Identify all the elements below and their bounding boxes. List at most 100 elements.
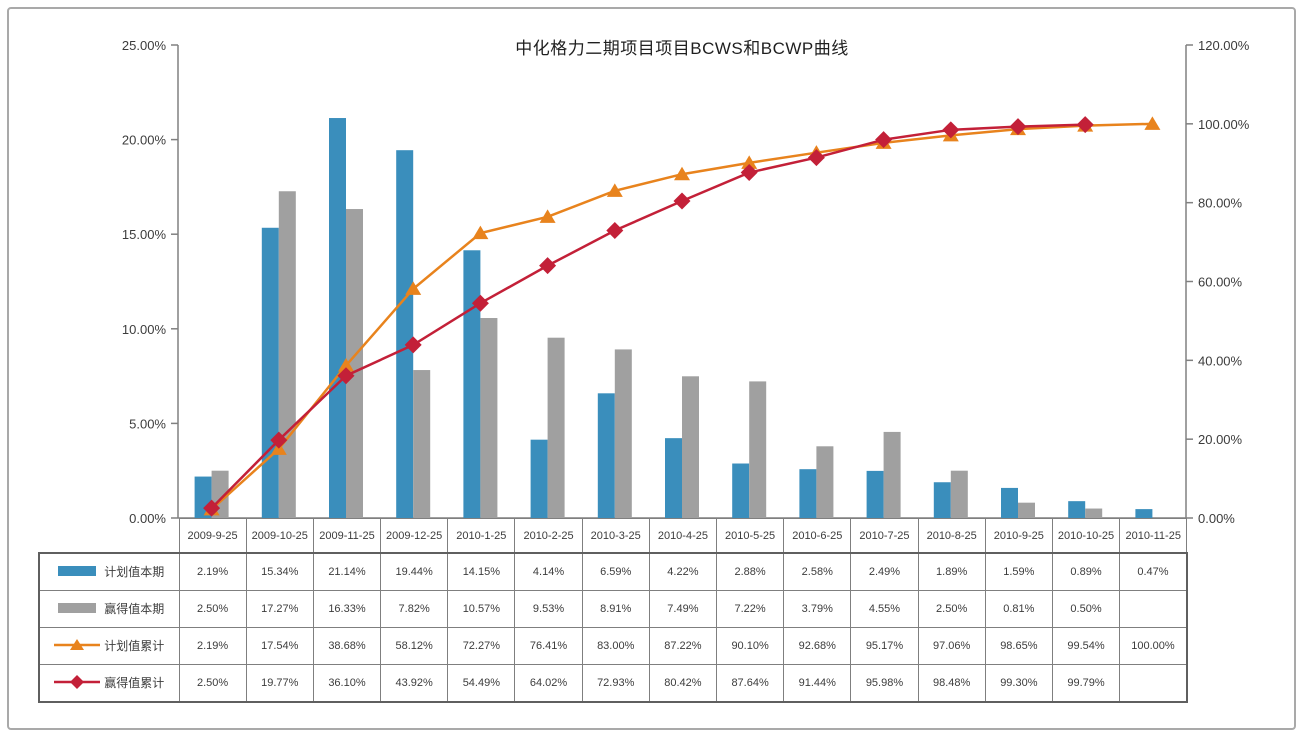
value-cell-planned-cumulative: 99.54% bbox=[1051, 627, 1121, 665]
bar-planned-current bbox=[261, 227, 279, 518]
triangle-marker bbox=[338, 358, 354, 372]
value-cell-earned-current: 7.22% bbox=[715, 590, 785, 628]
value-cell-earned-cumulative: 91.44% bbox=[783, 664, 852, 703]
value-cell-planned-current: 21.14% bbox=[312, 552, 382, 591]
value-cell-planned-current: 2.19% bbox=[178, 552, 247, 591]
bar-series-earned-current bbox=[211, 191, 1103, 519]
value-cell-earned-current: 3.79% bbox=[783, 590, 852, 628]
bar-earned-current bbox=[950, 470, 968, 518]
triangle-marker bbox=[741, 155, 758, 169]
bar-earned-current bbox=[1085, 508, 1103, 518]
category-date-label: 2010-5-25 bbox=[715, 518, 785, 554]
right-axis-tick-label: 20.00% bbox=[1198, 432, 1243, 447]
value-cell-planned-cumulative: 72.27% bbox=[447, 627, 516, 665]
diamond-marker bbox=[673, 192, 691, 210]
category-date-label: 2010-10-25 bbox=[1051, 518, 1121, 554]
value-cell-planned-cumulative: 98.65% bbox=[984, 627, 1053, 665]
legend-label-planned-current: 计划值本期 bbox=[104, 564, 165, 579]
legend-label-earned-cumulative: 赢得值累计 bbox=[104, 675, 165, 690]
value-cell-earned-cumulative: 87.64% bbox=[715, 664, 785, 703]
value-cell-planned-cumulative: 17.54% bbox=[245, 627, 314, 665]
diamond-marker bbox=[539, 257, 557, 275]
value-cell-planned-cumulative: 87.22% bbox=[648, 627, 718, 665]
table-row-planned-current: 计划值本期 2.19% 15.34% 21.14% 19.44% 14.15% 4.14% 6… bbox=[38, 552, 1188, 591]
bar-planned-current bbox=[530, 439, 548, 518]
bar-planned-current bbox=[732, 463, 750, 518]
value-cell-planned-current: 2.58% bbox=[783, 552, 852, 591]
value-cell-earned-cumulative: 99.30% bbox=[984, 664, 1053, 703]
left-axis-tick-label: 20.00% bbox=[122, 133, 167, 148]
value-cell-earned-cumulative: 19.77% bbox=[245, 664, 314, 703]
bar-earned-current bbox=[682, 376, 699, 518]
category-date-label: 2010-6-25 bbox=[783, 518, 852, 554]
value-cell-planned-cumulative: 90.10% bbox=[715, 627, 785, 665]
left-axis-tick-label: 15.00% bbox=[122, 227, 167, 242]
value-cell-earned-cumulative: 43.92% bbox=[380, 664, 449, 703]
legend-cell-earned-current: 赢得值本期 bbox=[38, 590, 180, 628]
value-cell-planned-cumulative: 97.06% bbox=[917, 627, 986, 665]
value-cell-earned-cumulative: 99.79% bbox=[1051, 664, 1121, 703]
value-cell-planned-cumulative: 83.00% bbox=[581, 627, 650, 665]
diamond-marker bbox=[270, 431, 288, 449]
value-cell-earned-current bbox=[1119, 590, 1188, 628]
diamond-marker bbox=[807, 149, 825, 167]
legend-swatch-planned-cumulative-icon bbox=[54, 639, 101, 651]
category-date-label: 2009-10-25 bbox=[245, 518, 314, 554]
legend-swatch-planned-current-icon bbox=[58, 566, 97, 577]
value-cell-earned-current: 4.55% bbox=[850, 590, 919, 628]
diamond-marker bbox=[740, 164, 758, 182]
diamond-marker bbox=[471, 294, 489, 312]
value-cell-earned-cumulative: 2.50% bbox=[178, 664, 247, 703]
legend-cell-planned-current: 计划值本期 bbox=[38, 552, 180, 591]
triangle-marker bbox=[539, 209, 556, 223]
bar-earned-current bbox=[413, 370, 431, 518]
bar-planned-current bbox=[866, 470, 884, 518]
value-cell-earned-cumulative: 95.98% bbox=[850, 664, 919, 703]
category-date-label: 2010-3-25 bbox=[581, 518, 650, 554]
value-cell-earned-current: 0.50% bbox=[1051, 590, 1121, 628]
value-cell-planned-cumulative: 58.12% bbox=[380, 627, 449, 665]
triangle-marker bbox=[472, 225, 489, 240]
value-cell-planned-current: 0.89% bbox=[1051, 552, 1121, 591]
chart-title: 中化格力二期项目项目BCWS和BCWP曲线 bbox=[515, 39, 849, 58]
value-cell-earned-cumulative: 54.49% bbox=[447, 664, 516, 703]
bar-earned-current bbox=[346, 209, 363, 518]
legend-swatch-earned-current-icon bbox=[58, 603, 97, 614]
bar-earned-current bbox=[614, 349, 632, 518]
bar-earned-current bbox=[816, 446, 834, 518]
table-row-earned-cumulative: 赢得值累计 2.50% 19.77% 36.10% 43.92% 54.49% 64.02%… bbox=[38, 664, 1188, 703]
bar-planned-current bbox=[1135, 509, 1153, 518]
table-corner-blank bbox=[39, 519, 179, 554]
value-cell-planned-current: 1.59% bbox=[984, 552, 1053, 591]
left-axis-tick-label: 10.00% bbox=[122, 322, 167, 337]
category-date-label: 2010-7-25 bbox=[850, 518, 919, 554]
bar-earned-current bbox=[1018, 502, 1035, 518]
value-cell-planned-cumulative: 76.41% bbox=[514, 627, 583, 665]
value-cell-planned-current: 2.49% bbox=[850, 552, 919, 591]
table-header-row: 2009-9-25 2009-10-25 2009-11-25 2009-12-25 2… bbox=[39, 518, 1188, 554]
table-row-planned-cumulative: 计划值累计 2.19% 17.54% 38.68% 58.12% 72.27% 76.41%… bbox=[38, 627, 1188, 665]
legend-swatch-earned-cumulative-icon bbox=[54, 675, 101, 690]
line-path-earned-cumulative bbox=[210, 123, 1086, 510]
value-cell-planned-current: 1.89% bbox=[917, 552, 986, 591]
bar-earned-current bbox=[547, 337, 565, 518]
category-date-label: 2010-4-25 bbox=[648, 518, 718, 554]
legend-cell-earned-cumulative: 赢得值累计 bbox=[38, 664, 180, 703]
value-cell-earned-cumulative: 36.10% bbox=[312, 664, 382, 703]
right-axis-tick-label: 100.00% bbox=[1198, 117, 1250, 132]
category-date-label: 2010-2-25 bbox=[514, 518, 583, 554]
bar-planned-current bbox=[597, 393, 615, 518]
legend-label-planned-cumulative: 计划值累计 bbox=[104, 638, 165, 653]
value-cell-earned-current: 10.57% bbox=[447, 590, 516, 628]
bar-earned-current bbox=[749, 381, 767, 518]
diamond-marker bbox=[404, 336, 422, 354]
bar-earned-current bbox=[278, 191, 296, 519]
value-cell-planned-cumulative: 92.68% bbox=[783, 627, 852, 665]
value-cell-earned-current: 7.49% bbox=[648, 590, 718, 628]
value-cell-planned-current: 4.14% bbox=[514, 552, 583, 591]
right-axis-tick-label: 60.00% bbox=[1198, 275, 1243, 290]
value-cell-earned-cumulative: 98.48% bbox=[917, 664, 986, 703]
bar-planned-current bbox=[799, 469, 817, 518]
value-cell-planned-current: 2.88% bbox=[715, 552, 785, 591]
